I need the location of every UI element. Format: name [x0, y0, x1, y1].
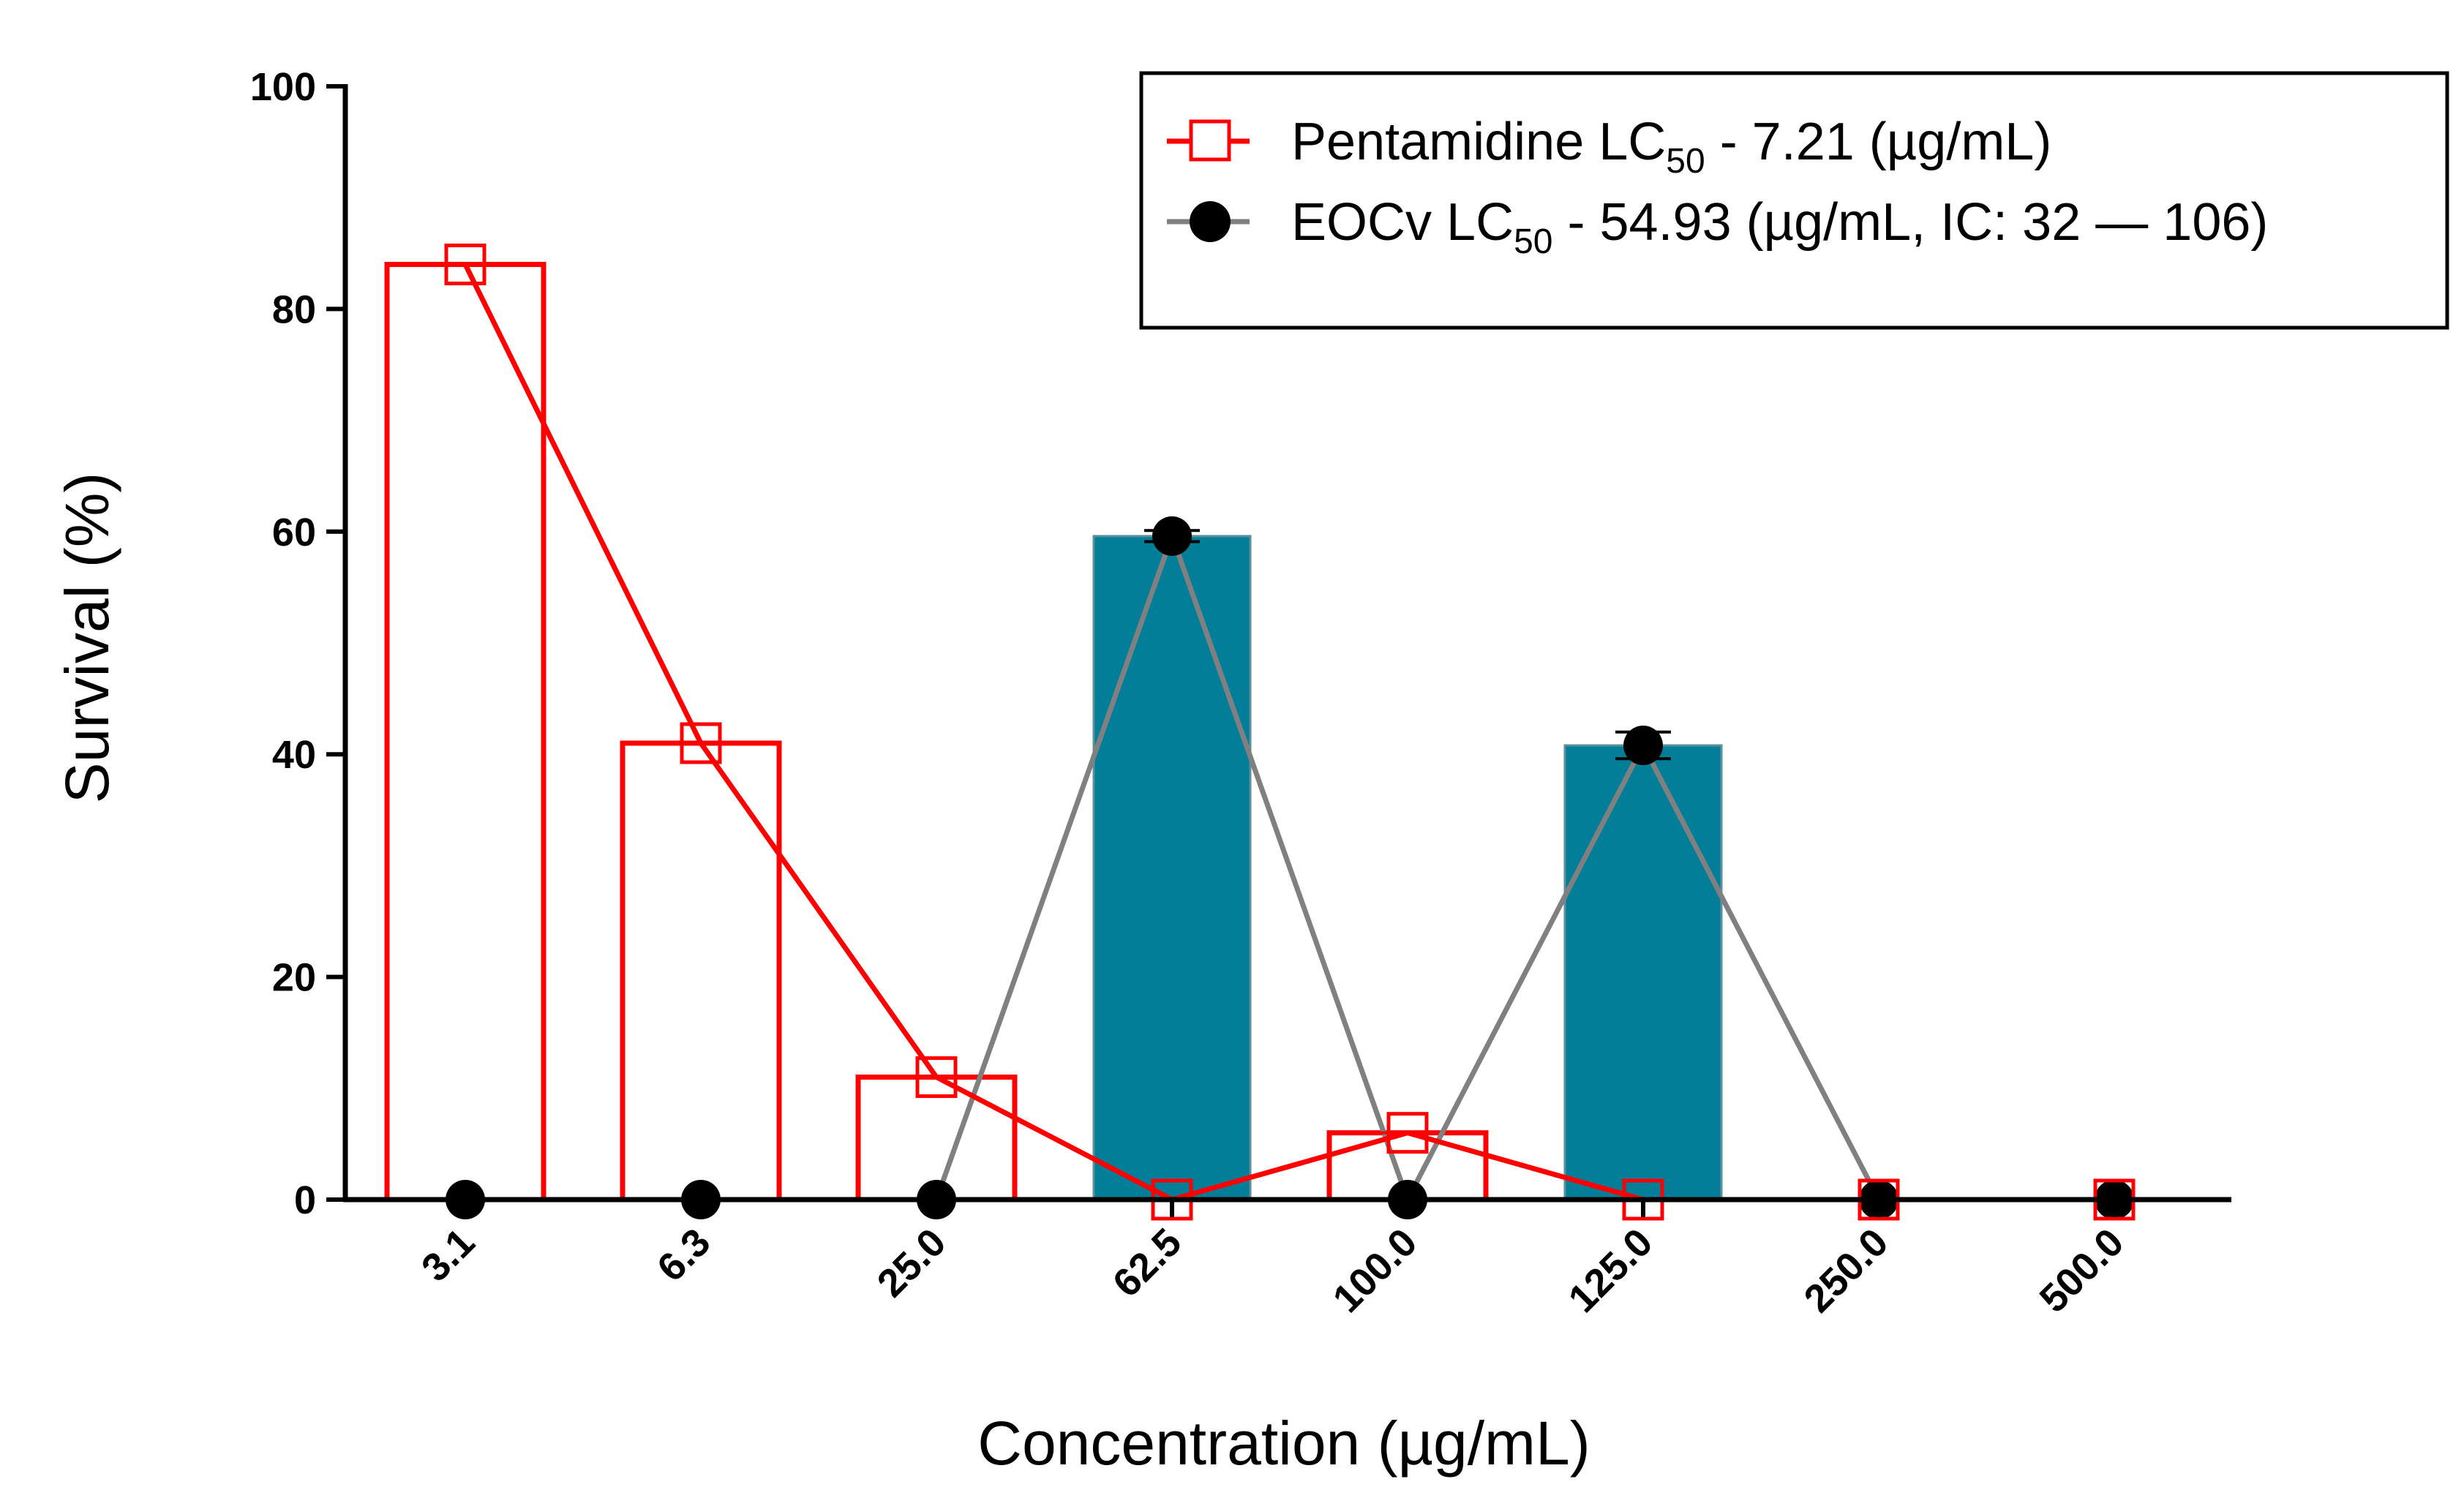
x-tick-label-250.0: 250.0	[1796, 1220, 1897, 1321]
pentamidine-point-6.3	[680, 722, 722, 764]
bars-layer	[384, 262, 1723, 1203]
x-axis-title: Concentration (µg/mL)	[977, 1409, 1590, 1478]
legend-eocv-marker	[1190, 201, 1231, 242]
pentamidine-line	[462, 263, 2114, 1203]
legend-pentamidine-suffix: - 7.21 (µg/mL)	[1705, 113, 2052, 171]
pentamidine-point-100.0	[1386, 1112, 1429, 1154]
pentamidine-point-3.1	[444, 244, 487, 286]
markers-layer	[436, 244, 2144, 1221]
y-tick-label-0: 0	[294, 1178, 316, 1222]
y-axis-title: Survival (%)	[53, 473, 121, 804]
legend-pentamidine-label: Pentamidine LC50 - 7.21 (µg/mL)	[1291, 113, 2051, 181]
legend-eocv-label: EOCv LC50 - 54.93 (µg/mL, IC: 32 — 106)	[1291, 193, 2268, 261]
legend-pentamidine-subscript: 50	[1666, 142, 1705, 181]
y-tick-label-40: 40	[272, 733, 316, 777]
legend-box	[1139, 71, 2449, 330]
x-tick-label-125.0: 125.0	[1560, 1220, 1661, 1321]
eocv-line	[465, 533, 2114, 1203]
eocv-bar-62.5	[1092, 535, 1252, 1201]
y-tick-label-60: 60	[272, 511, 316, 554]
legend-eocv-suffix: - 54.93 (µg/mL, IC: 32 — 106)	[1552, 193, 2268, 252]
x-tick-label-500.0: 500.0	[2032, 1220, 2133, 1321]
y-tick-label-20: 20	[272, 956, 316, 1000]
lines-layer	[462, 263, 2114, 1203]
legend-eocv-prefix: EOCv LC	[1291, 193, 1514, 252]
x-tick-label-3.1: 3.1	[413, 1220, 484, 1290]
pentamidine-point-25.0	[915, 1056, 958, 1099]
pentamidine-bar-3.1	[384, 262, 546, 1203]
legend-pentamidine-marker	[1189, 119, 1231, 162]
x-tick-label-62.5: 62.5	[1105, 1220, 1190, 1306]
x-tick-label-6.3: 6.3	[649, 1220, 719, 1290]
eocv-point-62.5	[1152, 516, 1192, 556]
legend-pentamidine-prefix: Pentamidine LC	[1291, 113, 1666, 171]
legend-eocv-subscript: 50	[1514, 222, 1552, 261]
x-tick-label-100.0: 100.0	[1325, 1220, 1426, 1321]
legend: Pentamidine LC50 - 7.21 (µg/mL) EOCv LC5…	[1139, 71, 2449, 330]
pentamidine-bar-6.3	[620, 740, 782, 1203]
y-tick-label-100: 100	[250, 65, 316, 109]
x-tick-label-25.0: 25.0	[869, 1220, 955, 1306]
eocv-bar-125.0	[1563, 744, 1723, 1201]
eocv-point-125.0	[1623, 726, 1663, 766]
y-tick-label-80: 80	[272, 287, 316, 331]
